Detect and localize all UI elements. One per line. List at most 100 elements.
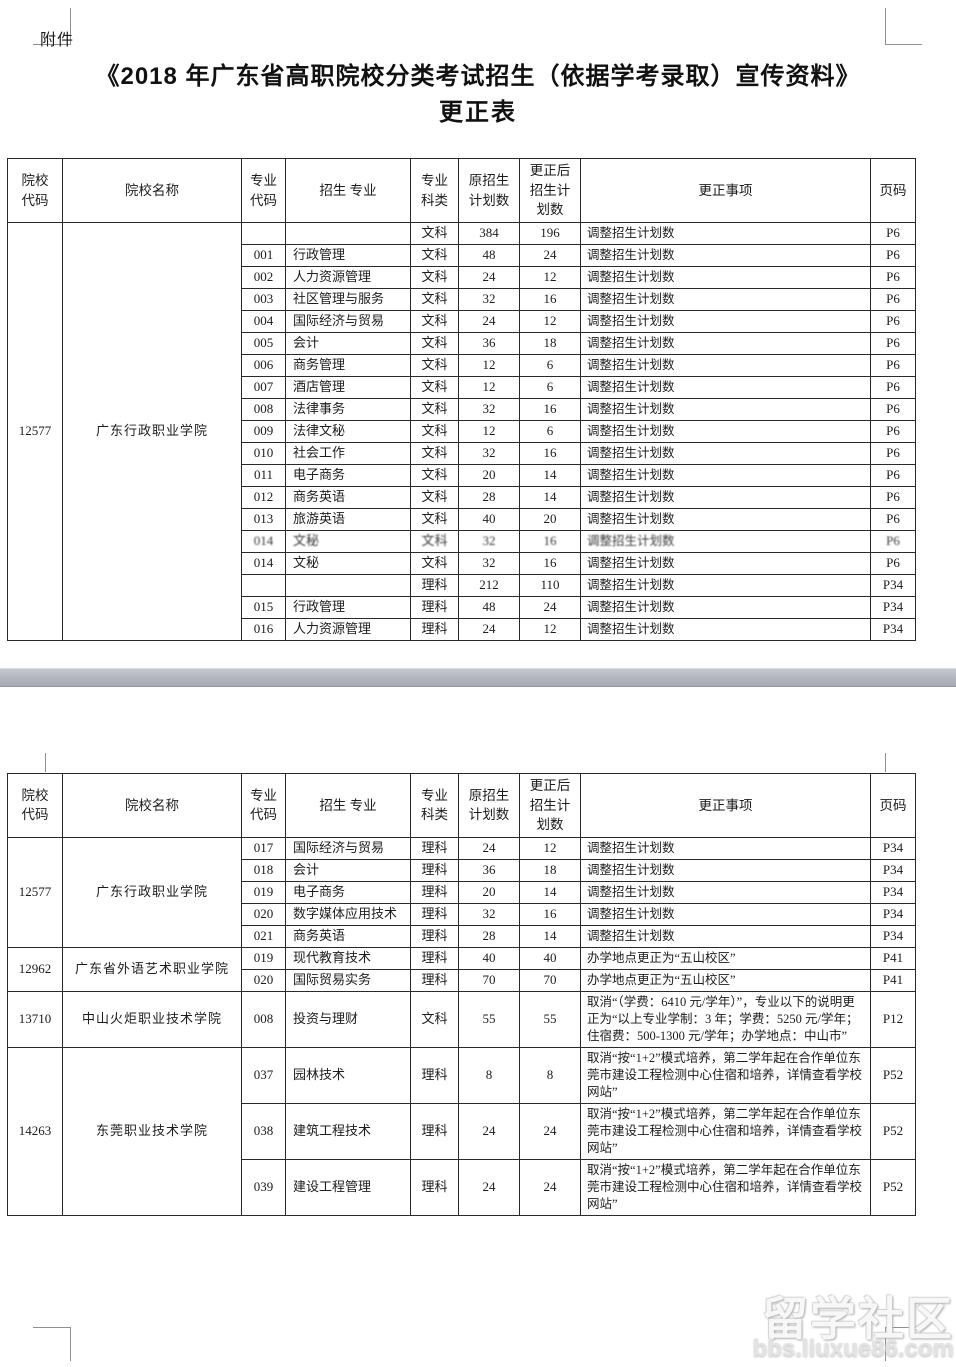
- original-plan-count: 32: [458, 288, 520, 311]
- major-name: 人力资源管理: [285, 266, 411, 289]
- subject-category: 文科: [410, 310, 459, 333]
- corrected-plan-count: 16: [519, 530, 581, 553]
- page-reference: P34: [870, 836, 916, 860]
- cropmark-page1-top-right: [885, 8, 922, 45]
- page-reference: P52: [870, 1102, 916, 1160]
- correction-note: 调整招生计划数: [580, 902, 871, 926]
- page-reference: P6: [870, 332, 916, 355]
- corrected-plan-count: 14: [519, 486, 581, 509]
- major-name: 国际经济与贸易: [285, 310, 411, 333]
- watermark-site-name: 留学社区: [762, 1293, 954, 1345]
- major-code: 004: [241, 310, 286, 333]
- original-plan-count: 12: [458, 376, 520, 399]
- subject-category: 文科: [410, 288, 459, 311]
- table-row: 012 商务英语 文科 28 14 调整招生计划数 P6: [8, 486, 916, 509]
- column-header: 院校 代码: [7, 773, 63, 838]
- school-code: 12962: [7, 946, 63, 992]
- watermark: 留学社区 bbs.liuxue86.com: [753, 1283, 954, 1363]
- correction-note: 调整招生计划数: [580, 596, 871, 619]
- major-name: 行政管理: [285, 244, 411, 267]
- subject-category: 理科: [410, 880, 459, 904]
- major-code: 020: [241, 968, 286, 992]
- major-name: 文秘: [285, 530, 411, 553]
- watermark-site-url: bbs.liuxue86.com: [752, 1335, 954, 1362]
- original-plan-count: 40: [458, 508, 520, 531]
- major-code: 002: [241, 266, 286, 289]
- corrected-plan-count: 14: [519, 464, 581, 487]
- original-plan-count: 32: [458, 442, 520, 465]
- table-row: 020 国际贸易实务 理科 70 70 办学地点更正为“五山校区” P41: [8, 968, 916, 992]
- corrected-plan-count: 8: [519, 1046, 581, 1104]
- correction-note: 调整招生计划数: [580, 530, 871, 553]
- table-row: 002 人力资源管理 文科 24 12 调整招生计划数 P6: [8, 266, 916, 289]
- corrected-plan-count: 70: [519, 968, 581, 992]
- major-name: 国际经济与贸易: [285, 836, 411, 860]
- major-code: 006: [241, 354, 286, 377]
- table-row: 13710 中山火炬职业技术学院 008 投资与理财 文科 55 55 取消“（学费：6410…: [7, 990, 916, 1048]
- major-code: 021: [241, 924, 286, 948]
- subject-category: 文科: [410, 464, 459, 487]
- subject-category: 理科: [410, 1046, 459, 1104]
- page-reference: P6: [870, 222, 916, 245]
- original-plan-count: 55: [458, 990, 520, 1048]
- major-code: 009: [241, 420, 286, 443]
- correction-note: 办学地点更正为“五山校区”: [580, 946, 871, 970]
- major-name: 园林技术: [285, 1046, 411, 1104]
- page-reference: P6: [870, 442, 916, 465]
- major-code: 016: [241, 618, 286, 641]
- page-reference: P41: [870, 968, 916, 992]
- major-name: 国际贸易实务: [285, 968, 411, 992]
- header-row: 院校 代码 院校名称 专业 代码 招生 专业 专业 科类 原招生 计划数 更正后 招生计 划…: [7, 158, 916, 223]
- corrected-plan-count: 6: [519, 354, 581, 377]
- major-code: 013: [241, 508, 286, 531]
- page-reference: P6: [870, 486, 916, 509]
- major-name: 法律文秘: [285, 420, 411, 443]
- subject-category: 文科: [410, 376, 459, 399]
- original-plan-count: 24: [458, 1158, 520, 1216]
- document-title-line1: 《2018 年广东省高职院校分类考试招生（依据学考录取）宣传资料》: [95, 63, 861, 90]
- document-title-line2: 更正表: [439, 99, 517, 126]
- column-header: 更正事项: [580, 158, 871, 223]
- corrected-plan-count: 16: [519, 288, 581, 311]
- original-plan-count: 32: [458, 552, 520, 575]
- major-name: 商务管理: [285, 354, 411, 377]
- major-code: 018: [241, 858, 286, 882]
- subject-category: 文科: [410, 552, 459, 575]
- correction-note: 调整招生计划数: [580, 442, 871, 465]
- major-code: 011: [241, 464, 286, 487]
- major-code: 037: [241, 1046, 286, 1104]
- correction-note: 调整招生计划数: [580, 508, 871, 531]
- column-header: 院校名称: [62, 773, 242, 838]
- correction-note: 调整招生计划数: [580, 618, 871, 641]
- major-name: 旅游英语: [285, 508, 411, 531]
- table-row: 009 法律文秘 文科 12 6 调整招生计划数 P6: [8, 420, 916, 443]
- column-header: 页码: [870, 773, 916, 838]
- major-code: 015: [241, 596, 286, 619]
- original-plan-count: 70: [458, 968, 520, 992]
- original-plan-count: 32: [458, 398, 520, 421]
- subject-category: 文科: [410, 244, 459, 267]
- table-row: 003 社区管理与服务 文科 32 16 调整招生计划数 P6: [8, 288, 916, 311]
- major-name: 建筑工程技术: [285, 1102, 411, 1160]
- table-row: 001 行政管理 文科 48 24 调整招生计划数 P6: [8, 244, 916, 267]
- original-plan-count: 48: [458, 596, 520, 619]
- correction-note: 调整招生计划数: [580, 332, 871, 355]
- original-plan-count: 32: [458, 530, 520, 553]
- correction-note: 调整招生计划数: [580, 266, 871, 289]
- original-plan-count: 24: [458, 1102, 520, 1160]
- correction-note: 调整招生计划数: [580, 858, 871, 882]
- major-code: 005: [241, 332, 286, 355]
- subject-category: 文科: [410, 398, 459, 421]
- original-plan-count: 24: [458, 266, 520, 289]
- corrected-plan-count: 110: [519, 574, 581, 597]
- subject-category: 理科: [410, 618, 459, 641]
- column-header: 更正事项: [580, 773, 871, 838]
- correction-note: 调整招生计划数: [580, 574, 871, 597]
- original-plan-count: 40: [458, 946, 520, 970]
- subject-category: 文科: [410, 442, 459, 465]
- original-plan-count: 20: [458, 464, 520, 487]
- major-code: [241, 222, 286, 245]
- column-header: 招生 专业: [285, 158, 411, 223]
- page-reference: P34: [870, 596, 916, 619]
- original-plan-count: 36: [458, 858, 520, 882]
